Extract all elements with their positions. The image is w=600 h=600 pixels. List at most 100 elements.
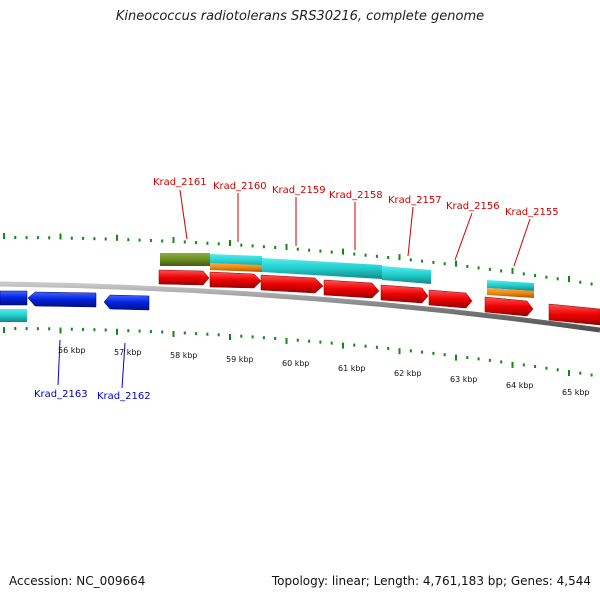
gene-label-krad-2162: Krad_2162 xyxy=(97,391,151,402)
minor-tick xyxy=(149,330,152,333)
minor-tick xyxy=(25,236,28,240)
minor-tick xyxy=(477,266,480,270)
major-tick xyxy=(455,354,457,361)
minor-tick xyxy=(353,343,356,347)
gene-arrow-krad-2157 xyxy=(380,284,429,304)
minor-tick xyxy=(556,368,559,372)
minor-tick xyxy=(206,241,209,245)
minor-tick xyxy=(500,360,503,364)
minor-tick xyxy=(36,236,39,240)
orange-feature-bar xyxy=(487,288,534,298)
scale-label-64kbp: 64 kbp xyxy=(506,381,534,390)
gene-labels[interactable]: Krad_2161 Krad_2160 Krad_2159 Krad_2158 … xyxy=(34,177,559,402)
major-tick xyxy=(229,334,231,340)
major-tick xyxy=(568,370,570,376)
gene-arrow-krad-2160 xyxy=(209,271,262,289)
minor-tick xyxy=(296,338,299,342)
minor-tick xyxy=(93,328,96,332)
minor-tick xyxy=(104,237,107,241)
minor-tick xyxy=(217,242,220,246)
scale-label-58kbp: 58 kbp xyxy=(170,351,198,360)
minor-tick xyxy=(488,358,491,362)
minor-tick xyxy=(409,349,412,353)
minor-tick xyxy=(251,244,254,248)
minor-tick xyxy=(93,237,96,241)
minor-tick xyxy=(274,246,277,249)
orange-feature-bar xyxy=(210,263,262,272)
minor-tick xyxy=(206,332,209,336)
minor-tick xyxy=(104,328,107,332)
minor-tick xyxy=(70,327,73,331)
minor-tick xyxy=(48,236,51,240)
scale-labels: 56 kbp 57 kbp 58 kbp 59 kbp 60 kbp 61 kb… xyxy=(58,346,590,397)
major-tick xyxy=(285,337,288,344)
minor-tick xyxy=(14,236,17,239)
gene-arrow-next xyxy=(548,303,600,326)
gene-label-krad-2158: Krad_2158 xyxy=(329,190,383,201)
feature-bars xyxy=(0,253,534,322)
minor-tick xyxy=(25,327,28,331)
minor-tick xyxy=(262,336,265,340)
minor-tick xyxy=(545,366,548,370)
minor-tick xyxy=(387,347,390,350)
minor-tick xyxy=(545,275,548,279)
scale-label-63kbp: 63 kbp xyxy=(450,375,478,384)
scale-label-61kbp: 61 kbp xyxy=(338,364,366,373)
minor-tick xyxy=(319,249,322,253)
minor-tick xyxy=(138,238,141,242)
minor-tick xyxy=(274,337,277,340)
minor-tick xyxy=(522,363,525,367)
major-tick xyxy=(285,243,288,250)
gene-label-krad-2155: Krad_2155 xyxy=(505,207,559,218)
gene-label-krad-2160: Krad_2160 xyxy=(213,181,267,192)
accession-text: Accession: NC_009664 xyxy=(9,574,146,588)
minor-tick xyxy=(251,335,254,339)
map-title: Kineococcus radiotolerans SRS30216, comp… xyxy=(115,9,485,24)
upper-tick-track xyxy=(3,233,593,286)
minor-tick xyxy=(579,371,582,375)
gene-label-krad-2157: Krad_2157 xyxy=(388,195,442,206)
minor-tick xyxy=(127,329,130,333)
scale-label-65kbp: 65 kbp xyxy=(562,388,590,397)
scale-label-56kbp: 56 kbp xyxy=(58,346,86,355)
major-tick xyxy=(342,342,344,349)
gene-arrow-krad-2163 xyxy=(27,291,97,308)
minor-tick xyxy=(364,253,367,257)
major-tick xyxy=(172,237,175,243)
major-tick xyxy=(511,361,514,368)
minor-tick xyxy=(70,236,73,240)
minor-tick xyxy=(161,330,164,334)
major-tick xyxy=(59,327,62,334)
minor-tick xyxy=(183,331,186,335)
minor-tick xyxy=(262,245,265,249)
major-tick xyxy=(3,233,5,239)
major-tick xyxy=(568,276,570,282)
major-tick xyxy=(172,331,175,337)
minor-tick xyxy=(409,258,412,262)
cyan-feature-bar xyxy=(0,309,27,322)
cyan-feature-bar xyxy=(487,280,534,291)
minor-tick xyxy=(421,350,424,354)
minor-tick xyxy=(149,239,152,242)
major-tick xyxy=(398,348,401,355)
minor-tick xyxy=(330,250,333,254)
major-tick xyxy=(455,260,457,267)
minor-tick xyxy=(138,329,141,333)
minor-tick xyxy=(319,340,322,344)
minor-tick xyxy=(161,239,164,243)
gene-label-leaders xyxy=(57,189,531,389)
minor-tick xyxy=(240,334,243,338)
gene-arrow-krad-2158 xyxy=(323,279,380,299)
gene-arrow-krad-2162 xyxy=(103,294,150,311)
minor-tick xyxy=(308,339,311,343)
minor-tick xyxy=(522,272,525,276)
minor-tick xyxy=(534,274,537,277)
minor-tick xyxy=(443,262,446,266)
gene-arrows[interactable] xyxy=(0,269,600,326)
minor-tick xyxy=(500,269,503,273)
scale-label-57kbp: 57 kbp xyxy=(114,348,142,357)
minor-tick xyxy=(353,252,356,256)
gene-label-krad-2163: Krad_2163 xyxy=(34,389,88,400)
minor-tick xyxy=(364,344,367,348)
